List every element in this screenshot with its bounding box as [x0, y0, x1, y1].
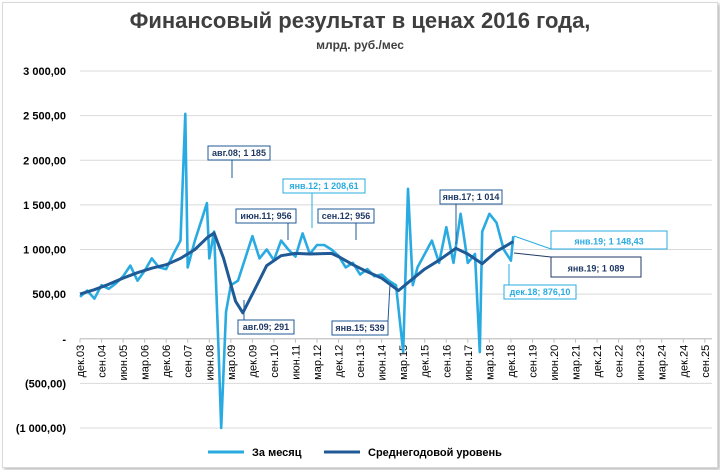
callout-label: авг.09; 291 [243, 322, 289, 332]
x-tick-label: июн.05 [118, 345, 130, 381]
x-tick-label: дек.06 [161, 345, 173, 378]
annotations: авг.08; 1 185 авг.09; 291 июн.11; 956 янв.1… [207, 145, 668, 336]
x-tick-label: мар.24 [657, 345, 669, 380]
x-tick-label: мар.06 [140, 345, 152, 380]
x-tick-label: июн.11 [290, 345, 302, 380]
callout-label: янв.17; 1 014 [443, 192, 500, 202]
x-tick-label: дек.15 [420, 345, 432, 378]
x-tick-label: июн.20 [549, 345, 561, 381]
x-tick-label: дек.12 [334, 345, 346, 378]
x-axis: дек.03 сен.04 июн.05 мар.06 дек.06 сен.07 июн.… [75, 338, 712, 381]
y-tick-label: 1 500,00 [23, 200, 66, 212]
y-tick-label: 2 500,00 [23, 111, 66, 123]
x-tick-label: июн.08 [204, 345, 216, 381]
x-tick-label: мар.12 [312, 345, 324, 380]
x-tick-label: сен.13 [355, 345, 367, 378]
callout-label: янв.19; 1 148,43 [574, 236, 643, 246]
callout-label: июн.11; 956 [240, 211, 291, 221]
y-axis: (1 000,00) (500,00) - 500,00 1 000,00 1 500,0… [16, 66, 66, 435]
callout-label: дек.18; 876,10 [510, 287, 571, 297]
legend: За месяц Среднегодовой уровень [208, 447, 502, 459]
x-tick-label: сен.16 [441, 345, 453, 378]
x-tick-label: сен.10 [269, 345, 281, 378]
y-tick-label: 500,00 [32, 289, 66, 301]
callout-label: янв.15; 539 [335, 323, 384, 333]
callout-box [207, 145, 271, 161]
callout: янв.19; 1 148,43 [513, 230, 668, 250]
y-tick-label: 2 000,00 [23, 155, 66, 167]
x-tick-label: сен.22 [614, 345, 626, 378]
x-tick-label: мар.18 [484, 345, 496, 380]
x-tick-label: дек.03 [75, 345, 87, 378]
callout-label: янв.12; 1 208,61 [289, 181, 358, 191]
x-tick-label: мар.09 [226, 345, 238, 380]
chart-title: Финансовый результат в ценах 2016 года, [129, 8, 591, 33]
callout: авг.09; 291 [237, 300, 295, 335]
legend-label-average: Среднегодовой уровень [368, 447, 502, 459]
x-tick-label: дек.09 [247, 345, 259, 378]
callout-label: янв.19; 1 089 [568, 263, 625, 273]
callout: июн.11; 956 [235, 208, 297, 240]
callout-leader [513, 235, 552, 250]
callout-leader [387, 283, 391, 322]
callout-box [439, 189, 503, 205]
callout-box [237, 319, 295, 335]
callout-box [282, 178, 366, 194]
x-tick-label: дек.18 [506, 345, 518, 378]
callout: янв.15; 539 [331, 283, 391, 336]
x-tick-label: дек.24 [678, 345, 690, 378]
y-tick-label: (500,00) [25, 378, 66, 390]
callout: янв.17; 1 014 [439, 189, 503, 244]
callout-box [317, 208, 375, 224]
callout-box [550, 230, 668, 250]
y-tick-label: - [62, 334, 66, 346]
callout: дек.18; 876,10 [503, 264, 577, 300]
series-line-average [79, 231, 515, 315]
x-tick-label: дек.21 [592, 345, 604, 378]
x-tick-label: июн.23 [635, 345, 647, 381]
callout-label: авг.08; 1 185 [212, 148, 266, 158]
series-lines [79, 112, 515, 430]
callout-leader [513, 252, 552, 258]
callout-box [503, 284, 577, 300]
x-tick-label: сен.25 [700, 345, 712, 378]
x-tick-label: сен.19 [527, 345, 539, 378]
x-tick-label: сен.04 [97, 345, 109, 378]
callout: сен.12; 956 [317, 208, 375, 240]
chart-subtitle: млрд. руб./мес [316, 38, 404, 52]
x-tick-label: июн.17 [463, 345, 475, 381]
callout-box [331, 320, 389, 336]
x-tick-label: сен.07 [183, 345, 195, 378]
callout: янв.19; 1 089 [513, 252, 642, 278]
callout-box [550, 256, 642, 278]
x-tick-label: июн.14 [377, 345, 389, 381]
callout-box [235, 208, 297, 224]
legend-label-monthly: За месяц [252, 447, 302, 459]
callout: янв.12; 1 208,61 [282, 178, 366, 228]
callout: авг.08; 1 185 [207, 145, 271, 178]
callout-label: сен.12; 956 [322, 211, 370, 221]
x-tick-label: мар.15 [398, 345, 410, 380]
y-tick-label: (1 000,00) [16, 423, 66, 435]
x-tick-label: мар.21 [571, 345, 583, 380]
y-tick-label: 1 000,00 [23, 245, 66, 257]
y-tick-label: 3 000,00 [23, 66, 66, 78]
